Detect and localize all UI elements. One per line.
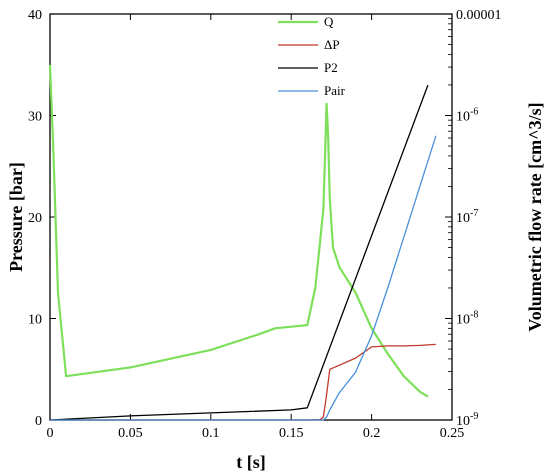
y-right-tick-label: 10-9 (456, 411, 478, 429)
y-left-tick-label: 10 (28, 313, 42, 328)
x-tick-label: 0.1 (202, 426, 220, 441)
legend-label-delta-p: ΔP (324, 37, 340, 52)
x-axis-title: t [s] (236, 452, 266, 472)
ticks-layer: 0 0.05 0.1 0.15 0.2 0.25 0 10 20 30 40 10-9 10-8 10-7… (28, 8, 502, 441)
y-left-tick-label: 20 (28, 211, 42, 226)
legend-label-pair: Pair (324, 83, 346, 98)
legend: Q ΔP P2 Pair (278, 14, 346, 98)
y-right-tick-label: 10-8 (456, 310, 478, 328)
y-left-tick-label: 0 (35, 414, 42, 429)
series-line-p2 (49, 84, 429, 421)
y-right-tick-label: 10-6 (456, 107, 478, 125)
x-tick-label: 0 (47, 426, 54, 441)
x-tick-label: 0.05 (118, 426, 143, 441)
legend-label-q: Q (324, 14, 334, 29)
series-layer (48, 64, 437, 421)
x-tick-label: 0.2 (363, 426, 381, 441)
series-line-q (48, 64, 429, 398)
legend-label-p2: P2 (324, 60, 338, 75)
y-right-tick-label: 10-7 (456, 208, 478, 226)
y-left-tick-label: 30 (28, 110, 42, 125)
x-tick-label: 0.25 (440, 426, 465, 441)
series-line-pair (50, 135, 437, 421)
series-line-delta-p (50, 343, 436, 421)
y-left-tick-label: 40 (28, 8, 42, 23)
y-axis-left-title: Pressure [bar] (6, 162, 26, 272)
y-right-tick-label: 0.00001 (456, 8, 502, 23)
y-axis-right-title: Volumetric flow rate [cm^3/s] (525, 102, 545, 331)
x-tick-label: 0.15 (279, 426, 304, 441)
